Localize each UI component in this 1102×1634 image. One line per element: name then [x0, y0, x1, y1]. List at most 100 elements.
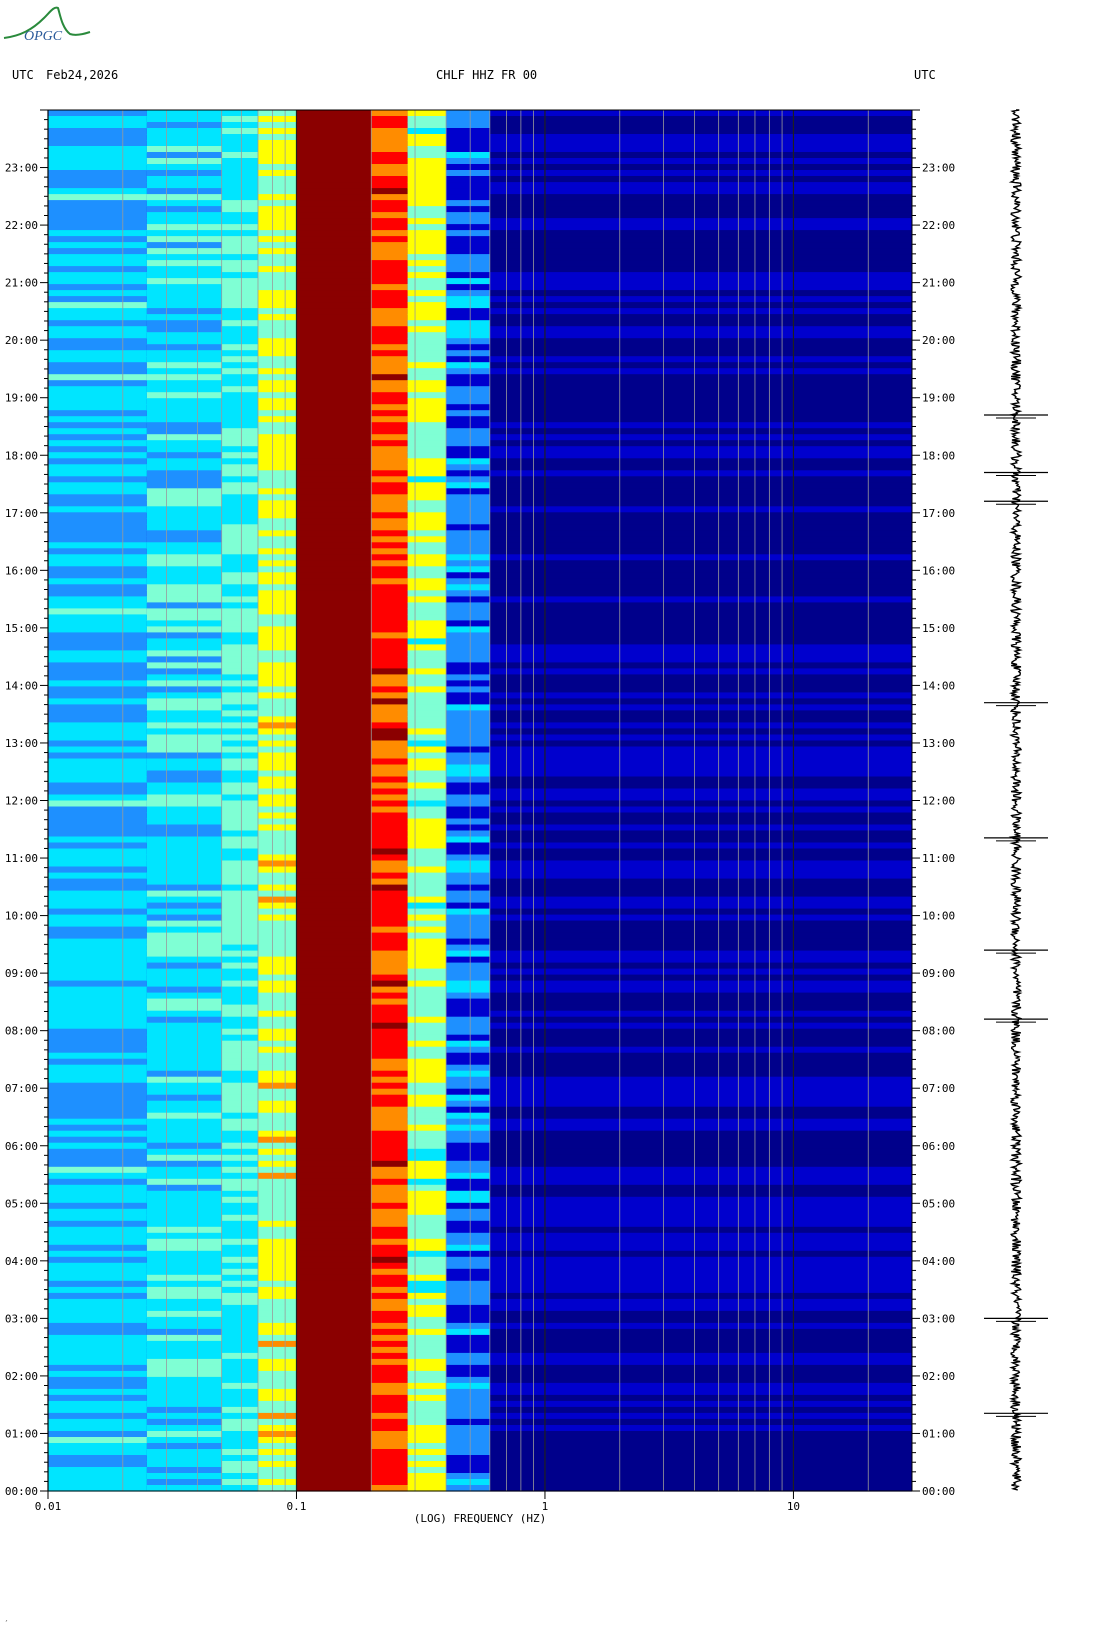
- heatmap-cell: [296, 506, 372, 513]
- heatmap-cell: [48, 992, 147, 1000]
- heatmap-cell: [296, 1262, 372, 1270]
- right-time-label: 21:00: [922, 277, 955, 290]
- heatmap-cell: [258, 1400, 297, 1408]
- heatmap-cell: [446, 836, 490, 844]
- heatmap-cell: [48, 1352, 147, 1360]
- heatmap-cell: [407, 536, 447, 543]
- heatmap-cell: [221, 776, 258, 784]
- heatmap-cell: [221, 1262, 258, 1270]
- heatmap-cell: [371, 956, 408, 964]
- heatmap-cell: [146, 1443, 222, 1450]
- heatmap-cell: [221, 1418, 258, 1426]
- heatmap-cell: [221, 1479, 258, 1486]
- heatmap-cell: [489, 1076, 912, 1084]
- heatmap-cell: [407, 1437, 447, 1444]
- heatmap-cell: [221, 1082, 258, 1090]
- heatmap-cell: [221, 1340, 258, 1348]
- heatmap-cell: [48, 398, 147, 405]
- heatmap-cell: [48, 1467, 147, 1474]
- heatmap-cell: [371, 962, 408, 970]
- heatmap-cell: [296, 398, 372, 405]
- heatmap-cell: [221, 422, 258, 429]
- heatmap-cell: [296, 362, 372, 369]
- heatmap-cell: [48, 254, 147, 261]
- heatmap-cell: [221, 1443, 258, 1450]
- heatmap-cell: [407, 110, 447, 117]
- heatmap-cell: [446, 1160, 490, 1168]
- heatmap-cell: [489, 458, 912, 465]
- heatmap-cell: [146, 338, 222, 345]
- heatmap-cell: [296, 620, 372, 627]
- heatmap-cell: [296, 1208, 372, 1216]
- heatmap-cell: [146, 518, 222, 525]
- heatmap-cell: [258, 662, 297, 669]
- heatmap-cell: [146, 860, 222, 868]
- heatmap-cell: [296, 1196, 372, 1204]
- heatmap-cell: [146, 206, 222, 213]
- heatmap-cell: [407, 1184, 447, 1192]
- heatmap-cell: [407, 548, 447, 555]
- heatmap-cell: [489, 1461, 912, 1468]
- heatmap-cell: [407, 764, 447, 772]
- heatmap-cell: [221, 182, 258, 189]
- heatmap-cell: [407, 776, 447, 784]
- heatmap-cell: [48, 998, 147, 1006]
- heatmap-cell: [371, 1034, 408, 1042]
- heatmap-cell: [296, 1268, 372, 1276]
- heatmap-cell: [48, 512, 147, 519]
- heatmap-cell: [407, 116, 447, 123]
- heatmap-cell: [296, 758, 372, 766]
- heatmap-cell: [407, 1244, 447, 1252]
- heatmap-cell: [146, 848, 222, 856]
- heatmap-cell: [146, 1076, 222, 1084]
- heatmap-cell: [296, 1190, 372, 1198]
- heatmap-cell: [446, 494, 490, 501]
- heatmap-cell: [258, 1418, 297, 1426]
- heatmap-cell: [48, 296, 147, 303]
- heatmap-cell: [489, 710, 912, 717]
- heatmap-cell: [146, 1467, 222, 1474]
- heatmap-cell: [489, 1316, 912, 1324]
- heatmap-cell: [48, 1431, 147, 1438]
- heatmap-cell: [371, 344, 408, 351]
- heatmap-cell: [146, 1154, 222, 1162]
- heatmap-cell: [407, 236, 447, 243]
- heatmap-cell: [258, 1016, 297, 1024]
- heatmap-cell: [489, 1058, 912, 1066]
- heatmap-cell: [407, 788, 447, 796]
- heatmap-cell: [296, 1070, 372, 1078]
- heatmap-cell: [48, 920, 147, 928]
- heatmap-cell: [296, 542, 372, 549]
- heatmap-cell: [221, 242, 258, 249]
- heatmap-cell: [446, 230, 490, 237]
- heatmap-cell: [48, 1118, 147, 1126]
- heatmap-cell: [489, 938, 912, 946]
- heatmap-cell: [48, 404, 147, 411]
- heatmap-cell: [258, 542, 297, 549]
- heatmap-cell: [371, 1244, 408, 1252]
- heatmap-cell: [146, 176, 222, 183]
- heatmap-cell: [146, 818, 222, 826]
- heatmap-cell: [489, 224, 912, 231]
- heatmap-cell: [446, 578, 490, 585]
- heatmap-cell: [489, 422, 912, 429]
- heatmap-cell: [489, 830, 912, 838]
- heatmap-cell: [221, 116, 258, 123]
- heatmap-cell: [296, 314, 372, 321]
- heatmap-cell: [258, 320, 297, 327]
- heatmap-cell: [48, 1016, 147, 1024]
- heatmap-cell: [221, 1124, 258, 1132]
- heatmap-cell: [48, 1190, 147, 1198]
- heatmap-cell: [296, 1304, 372, 1312]
- heatmap-cell: [446, 302, 490, 309]
- heatmap-cell: [489, 1220, 912, 1228]
- heatmap-cell: [146, 686, 222, 693]
- heatmap-cell: [258, 314, 297, 321]
- heatmap-cell: [146, 1136, 222, 1144]
- heatmap-cell: [489, 1328, 912, 1336]
- heatmap-cell: [48, 632, 147, 639]
- heatmap-cell: [371, 1154, 408, 1162]
- heatmap-cell: [371, 1052, 408, 1060]
- heatmap-cell: [221, 398, 258, 405]
- heatmap-cell: [258, 200, 297, 207]
